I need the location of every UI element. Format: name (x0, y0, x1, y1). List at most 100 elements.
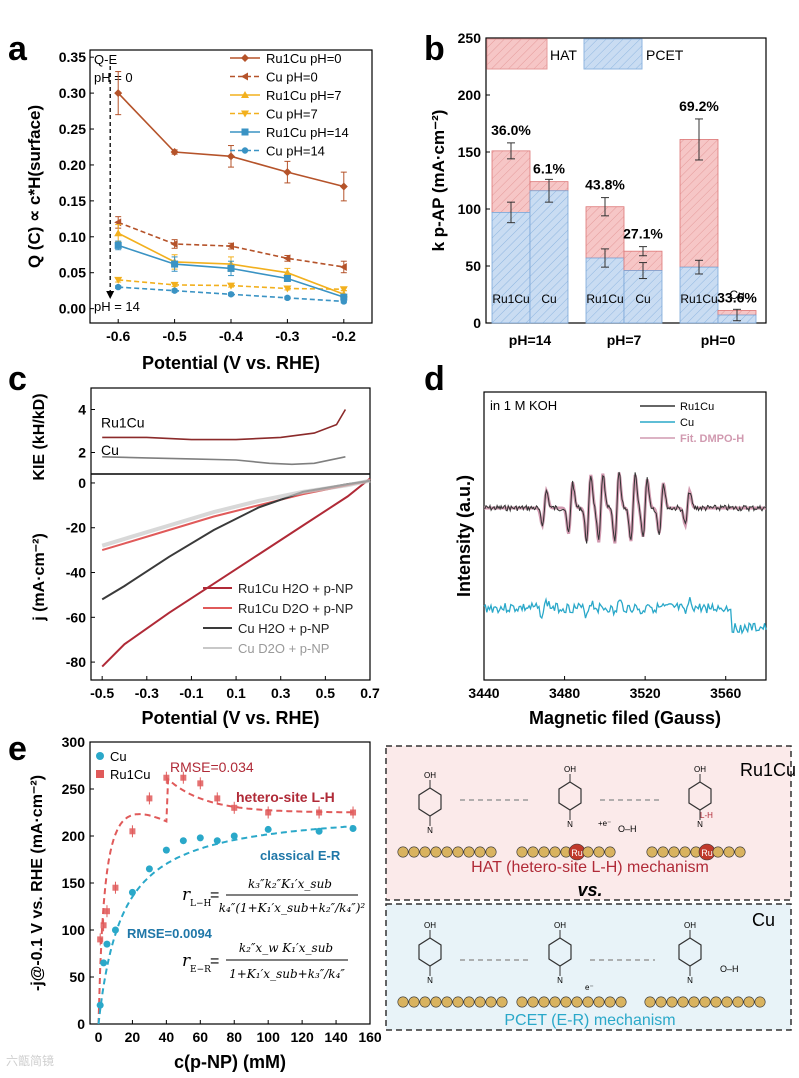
cu-atom (723, 846, 735, 858)
cu-atom (527, 846, 539, 858)
n-label: N (567, 820, 573, 829)
legend-marker (241, 91, 249, 98)
bar-label: Cu (729, 288, 744, 302)
x-tick-label: 40 (159, 1029, 175, 1045)
x-tick-label: 0.7 (360, 685, 380, 701)
cu-atom (582, 996, 594, 1008)
bar-label: Ru1Cu (492, 292, 529, 306)
cu-atom (710, 996, 722, 1008)
cu-atom (397, 846, 409, 858)
cu-atom (593, 996, 605, 1008)
current-line (101, 479, 371, 552)
cu-atom (419, 996, 431, 1008)
cu-atom (721, 996, 733, 1008)
y-tick-label: 150 (458, 144, 482, 160)
scheme-vs: vs. (577, 880, 602, 900)
legend-label: Ru1Cu (110, 767, 150, 782)
cu-atom (463, 996, 475, 1008)
x-tick-label: 120 (290, 1029, 314, 1045)
panel-c: 2 4 0 -20 -40 -60 -80-0.5 -0.3 -0.1 0.1 0.3 0.5 0.7 P… (31, 387, 380, 728)
data-point (170, 281, 179, 289)
cu-atom (474, 996, 486, 1008)
legend-swatch-pcet (583, 38, 643, 70)
panel-d: 3440 3480 3520 3560 Magnetic filed (Gauss) In… (454, 391, 767, 728)
y-tick-label: 200 (458, 87, 482, 103)
x-tick-label: 3560 (710, 685, 741, 701)
cu-atom (593, 846, 605, 858)
y-axis-title: Intensity (a.u.) (454, 475, 474, 597)
label-electron: +e⁻ (598, 819, 611, 828)
data-point (196, 834, 204, 842)
annotation-rmse-ru: RMSE=0.034 (170, 759, 254, 775)
bar-pcet (585, 257, 625, 324)
bar-percent-label: 33.6% (717, 289, 757, 305)
y-tick-label: 150 (62, 875, 86, 891)
cu-atom (441, 996, 453, 1008)
cu-atom (408, 846, 420, 858)
y-tick-label: 50 (465, 258, 481, 274)
panel-label-a: a (8, 30, 28, 68)
bar-label: Ru1Cu (680, 292, 717, 306)
molecule-1: OH N (418, 771, 442, 835)
ru1cu-scheme-box (385, 745, 792, 901)
kie-line (102, 409, 347, 441)
y-tick-label: 0.25 (59, 121, 86, 137)
cu-atom (571, 996, 583, 1008)
data-point (340, 293, 348, 301)
cu-atom (485, 996, 497, 1008)
formula-er-num: k₂″x_w K₁′x_sub (239, 941, 333, 955)
y-tick-label: 100 (62, 922, 86, 938)
cu-atom (615, 996, 627, 1008)
arrow-head (106, 291, 115, 299)
cu-atom (430, 996, 442, 1008)
oh-label: OH (564, 765, 576, 774)
data-point (230, 832, 238, 840)
legend-label-pcet: PCET (646, 47, 684, 63)
data-point (340, 298, 347, 305)
cu-atom (485, 846, 497, 858)
y-tick-label: -60 (66, 609, 86, 625)
data-point (339, 286, 348, 294)
data-point (227, 282, 235, 290)
ru1cu-spectrum (483, 471, 767, 544)
plot-frame (90, 387, 371, 681)
data-point (227, 264, 235, 272)
legend-marker (96, 770, 104, 778)
cu-atom (646, 846, 658, 858)
panel-label-d: d (424, 360, 445, 398)
x-tick-label: -0.3 (135, 685, 159, 701)
cu-atom (452, 846, 464, 858)
legend-label: Fit. DMPO-H (680, 433, 744, 445)
panel-b: 0 50 100 150 200 250 k p-AP (mA·cm⁻²) HAT PCET 36… (429, 30, 767, 348)
oh-label: OH (424, 921, 436, 930)
group-label: pH=7 (607, 332, 642, 348)
y-tick-label: 0.30 (59, 85, 86, 101)
y-tick-label: 50 (69, 969, 85, 985)
oh-label: OH (424, 771, 436, 780)
data-point (170, 239, 178, 248)
data-point (213, 837, 221, 845)
legend-label: Ru1Cu (680, 401, 714, 413)
cu-atom (560, 996, 572, 1008)
cu-atom (668, 846, 680, 858)
bar-percent-label: 43.8% (585, 177, 625, 193)
x-axis-title: c(p-NP) (mM) (174, 1052, 286, 1072)
n-label: N (557, 976, 563, 985)
annotation-qe: Q-E (94, 52, 117, 67)
cu-atom (582, 846, 594, 858)
bar-pcet (623, 270, 663, 324)
data-point (283, 268, 292, 276)
data-point (171, 260, 179, 268)
bar-pcet (679, 266, 719, 324)
y-tick-label: 0.20 (59, 157, 86, 173)
legend-label: Ru1Cu D2O + p-NP (238, 601, 353, 616)
legend-label: Cu (680, 417, 694, 429)
formula-eq: = (210, 887, 219, 904)
y-tick-label: 0.10 (59, 229, 86, 245)
y-tick-label: 250 (62, 781, 86, 797)
scheme-title-ru1cu: Ru1Cu (740, 760, 796, 780)
x-tick-label: -0.3 (275, 328, 299, 344)
y-axis-title: k p-AP (mA·cm⁻²) (429, 110, 448, 252)
y-tick-label: -80 (66, 654, 86, 670)
cu-atom (644, 996, 656, 1008)
